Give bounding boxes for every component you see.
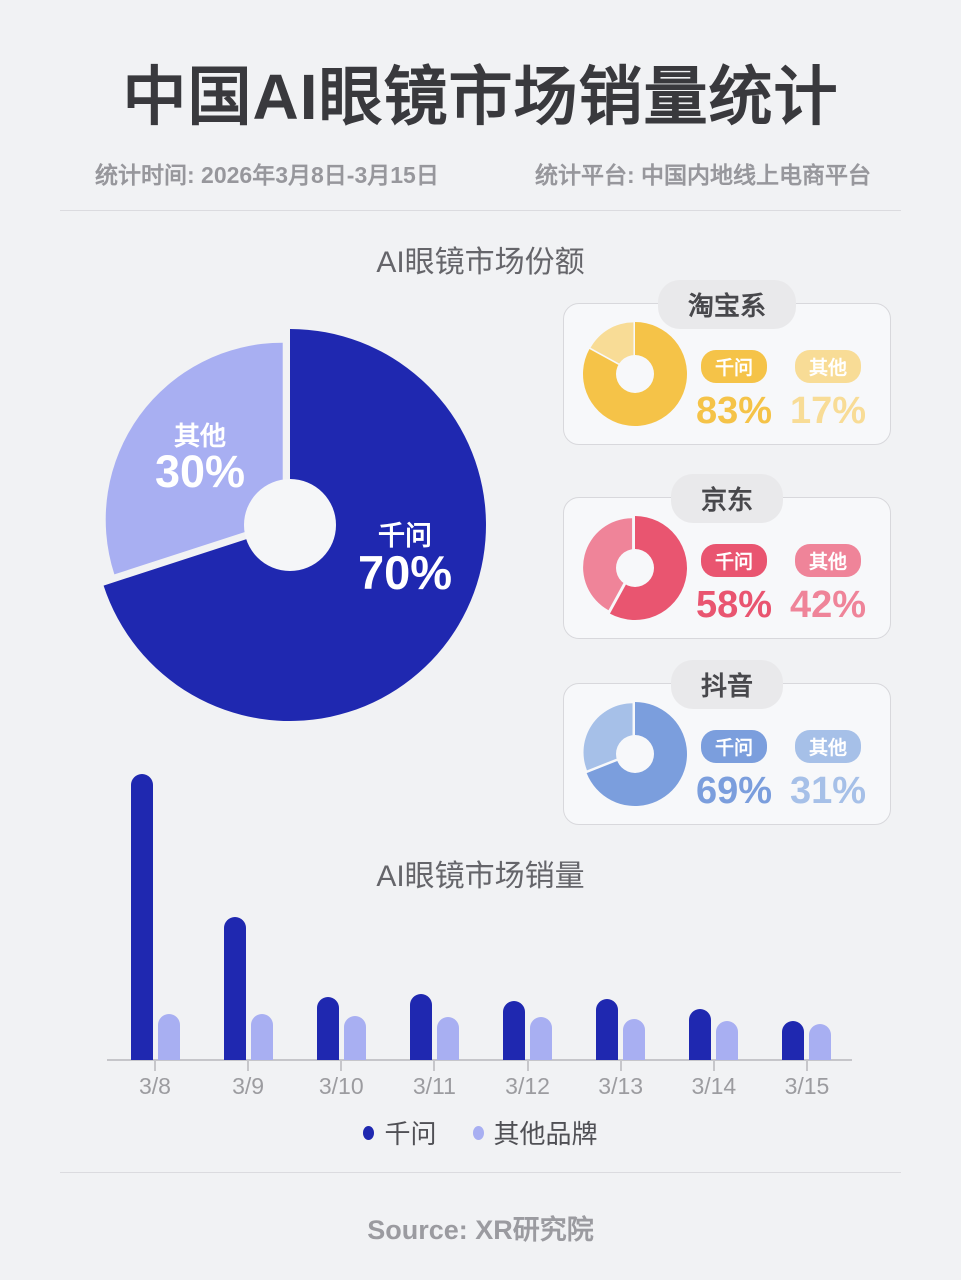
stat-other: 其他 42%: [778, 544, 878, 627]
brand-pill: 千问: [700, 544, 767, 577]
pie-slice-other: [105, 342, 283, 575]
brand-percent: 83%: [695, 390, 773, 432]
x-axis-label: 3/8: [139, 1073, 171, 1099]
x-axis-label: 3/11: [412, 1073, 456, 1099]
pie-other-label: 其他: [173, 421, 226, 451]
x-axis-tick: [712, 1061, 715, 1071]
bar-qianwen-3/8: [130, 774, 153, 1060]
platform-card-douyin: 抖音 千问 69% 其他 31%: [563, 660, 891, 825]
bar-other-3/10: [343, 1016, 366, 1060]
donut-slice-other: [590, 322, 634, 372]
x-axis-tick: [805, 1061, 808, 1071]
brand-pill: 千问: [700, 350, 767, 383]
bar-qianwen-3/9: [223, 917, 246, 1060]
donut-slice-other: [583, 518, 633, 611]
stat-other: 其他 17%: [778, 350, 878, 433]
stat-time-label: 统计时间: 2026年3月8日-3月15日: [95, 162, 439, 188]
bar-qianwen-3/13: [596, 999, 619, 1060]
stat-main: 千问 58%: [684, 544, 784, 627]
brand-percent: 58%: [695, 584, 773, 626]
source-credit: Source: XR研究院: [367, 1215, 594, 1245]
footer-divider: [60, 1172, 901, 1173]
bar-qianwen-3/14: [689, 1009, 712, 1060]
brand-pill: 千问: [700, 730, 767, 763]
bar-other-3/8: [157, 1014, 180, 1060]
other-percent: 31%: [789, 770, 867, 812]
x-axis-label: 3/9: [232, 1073, 265, 1099]
pie-main-label: 千问: [378, 521, 432, 551]
bar-qianwen-3/12: [503, 1001, 526, 1060]
bar-other-3/14: [716, 1021, 739, 1060]
bar-other-3/11: [436, 1017, 459, 1060]
other-percent: 17%: [789, 390, 867, 432]
bar-qianwen-3/15: [782, 1021, 805, 1060]
x-axis-tick: [247, 1061, 250, 1071]
jd-donut-chart: [583, 516, 687, 620]
platform-card-jd: 京东 千问 58% 其他 42%: [563, 474, 891, 639]
header-divider: [60, 210, 901, 211]
market-share-pie-chart: [103, 329, 486, 721]
x-axis-tick: [526, 1061, 529, 1071]
other-percent: 42%: [789, 584, 867, 626]
x-axis-label: 3/15: [784, 1073, 830, 1099]
stat-main: 千问 69%: [684, 730, 784, 813]
douyin-donut-chart: [583, 702, 687, 806]
bar-qianwen-3/10: [316, 997, 339, 1060]
legend-label: 其他品牌: [493, 1119, 598, 1149]
donut-hole: [616, 549, 654, 587]
legend-item-qianwen: 千问: [363, 1114, 437, 1151]
platform-name-badge: 京东: [670, 474, 784, 523]
donut-hole: [616, 355, 654, 393]
share-section-title: AI眼镜市场份额: [376, 246, 585, 279]
legend-item-other-brands: 其他品牌: [472, 1114, 598, 1151]
bar-other-3/15: [809, 1024, 832, 1060]
bar-qianwen-3/11: [409, 994, 432, 1060]
pie-other-value: 30%: [154, 446, 246, 497]
other-brands-dot-icon: [472, 1125, 484, 1140]
x-axis-label: 3/14: [691, 1073, 737, 1099]
other-pill: 其他: [794, 350, 861, 383]
stat-platform-label: 统计平台: 中国内地线上电商平台: [535, 162, 872, 188]
sales-section-title: AI眼镜市场销量: [376, 860, 585, 893]
qianwen-dot-icon: [363, 1125, 375, 1140]
stat-other: 其他 31%: [778, 730, 878, 813]
page-title: 中国AI眼镜市场销量统计: [122, 61, 839, 133]
other-pill: 其他: [794, 544, 861, 577]
x-axis-tick: [340, 1061, 343, 1071]
x-axis-label: 3/13: [598, 1073, 644, 1099]
bar-other-3/13: [623, 1019, 646, 1060]
x-axis-line: [107, 1059, 852, 1061]
legend-label: 千问: [384, 1119, 437, 1149]
bar-other-3/9: [250, 1014, 273, 1060]
platform-name-badge: 淘宝系: [657, 280, 797, 329]
bar-other-3/12: [530, 1017, 553, 1060]
donut-hole: [616, 735, 654, 773]
brand-percent: 69%: [695, 770, 773, 812]
stat-main: 千问 83%: [684, 350, 784, 433]
x-axis-label: 3/12: [505, 1073, 550, 1099]
x-axis-tick: [619, 1061, 622, 1071]
other-pill: 其他: [794, 730, 861, 763]
platform-card-taobao: 淘宝系 千问 83% 其他 17%: [563, 280, 891, 445]
x-axis-tick: [154, 1061, 156, 1071]
pie-hole: [244, 479, 336, 571]
taobao-donut-chart: [582, 322, 687, 426]
platform-name-badge: 抖音: [670, 660, 784, 709]
bar-chart-legend: 千问 其他品牌: [0, 1114, 961, 1151]
pie-main-value: 70%: [357, 546, 453, 599]
x-axis-label: 3/10: [318, 1073, 364, 1099]
x-axis-tick: [433, 1061, 436, 1071]
